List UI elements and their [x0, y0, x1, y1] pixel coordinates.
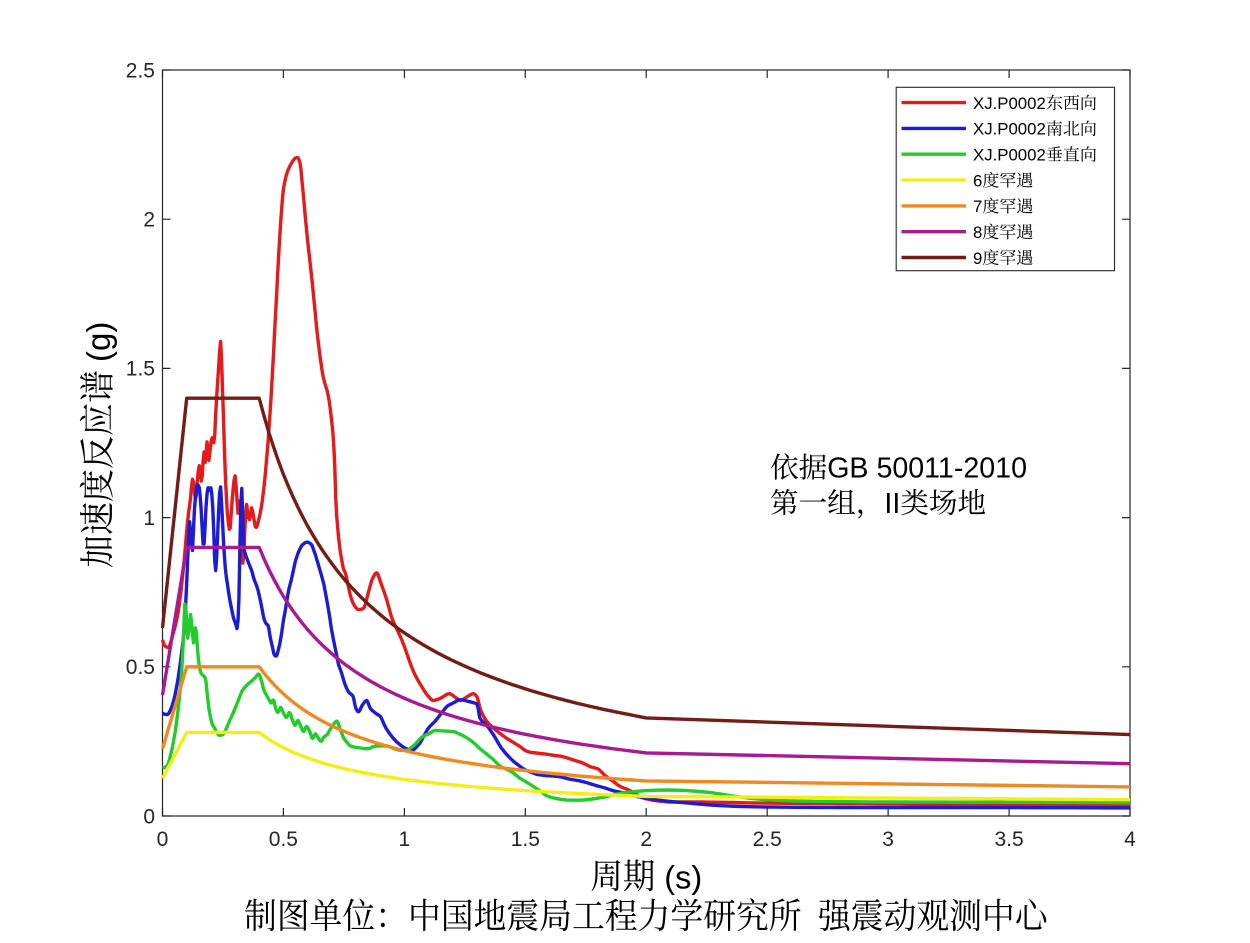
svg-text:XJ.P0002: XJ.P0002 [973, 146, 1046, 165]
svg-text:XJ.P0002: XJ.P0002 [973, 94, 1046, 113]
svg-text:0: 0 [143, 805, 155, 828]
svg-text:(g): (g) [80, 322, 117, 362]
svg-text:0: 0 [157, 828, 169, 851]
svg-text:3.5: 3.5 [994, 828, 1023, 851]
svg-text:1: 1 [399, 828, 411, 851]
svg-text:GB 50011-2010: GB 50011-2010 [827, 453, 1027, 485]
svg-text:2: 2 [143, 209, 155, 232]
svg-text:XJ.P0002: XJ.P0002 [973, 120, 1046, 139]
svg-text:1.5: 1.5 [511, 828, 540, 851]
svg-text:2.5: 2.5 [753, 828, 782, 851]
svg-text:0.5: 0.5 [126, 656, 155, 679]
svg-text:2.5: 2.5 [126, 59, 155, 82]
svg-text:(s): (s) [664, 860, 702, 896]
svg-text:2: 2 [640, 828, 652, 851]
svg-text:II: II [884, 488, 900, 520]
svg-text:7: 7 [973, 197, 982, 216]
svg-text:0.5: 0.5 [269, 828, 298, 851]
svg-text:8: 8 [973, 223, 982, 242]
svg-text:1.5: 1.5 [126, 358, 155, 381]
svg-text:6: 6 [973, 171, 982, 190]
svg-text:1: 1 [143, 507, 155, 530]
svg-text:3: 3 [882, 828, 894, 851]
svg-text:9: 9 [973, 249, 982, 268]
svg-text:4: 4 [1124, 828, 1136, 851]
